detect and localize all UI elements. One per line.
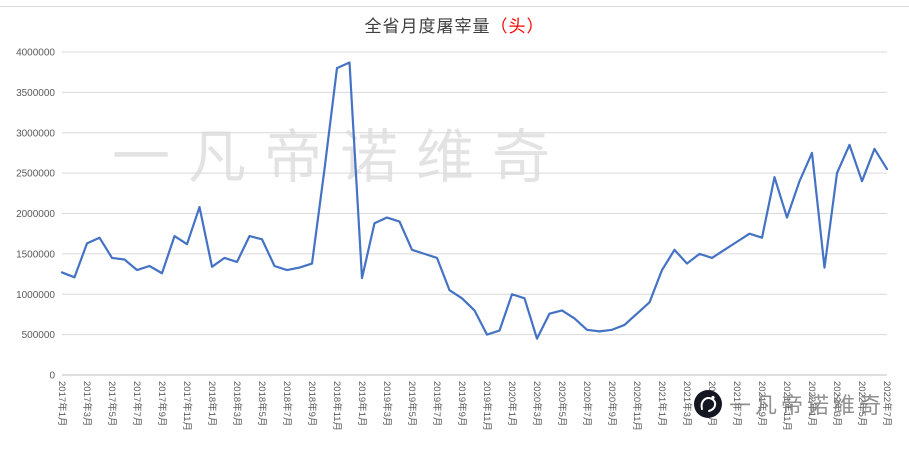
y-tick-label: 500000 xyxy=(22,330,56,341)
y-tick-label: 4000000 xyxy=(16,48,55,59)
y-tick-label: 2000000 xyxy=(16,209,55,220)
x-tick-label: 2018年11月 xyxy=(331,381,343,431)
chart-title: 全省月度屠宰量（头） xyxy=(0,12,909,37)
y-tick-label: 2500000 xyxy=(16,169,55,180)
x-tick-label: 2018年5月 xyxy=(256,381,268,426)
x-tick-label: 2021年1月 xyxy=(656,381,668,426)
x-tick-label: 2021年9月 xyxy=(756,381,768,426)
x-tick-label: 2018年9月 xyxy=(306,381,318,426)
y-tick-label: 3000000 xyxy=(16,128,55,139)
x-tick-label: 2017年11月 xyxy=(181,381,193,431)
x-tick-label: 2019年11月 xyxy=(481,381,493,431)
x-tick-label: 2021年5月 xyxy=(706,381,718,426)
y-tick-label: 3500000 xyxy=(16,88,55,99)
x-tick-label: 2019年5月 xyxy=(406,381,418,426)
x-tick-label: 2017年9月 xyxy=(156,381,168,426)
x-tick-label: 2020年1月 xyxy=(506,381,518,426)
y-axis-labels: 0 500000 1000000 1500000 2000000 2500000 30000… xyxy=(16,48,55,382)
y-tick-label: 1000000 xyxy=(16,290,55,301)
x-tick-label: 2022年3月 xyxy=(831,381,843,426)
slaughter-volume-line xyxy=(60,61,889,340)
x-tick-label: 2017年3月 xyxy=(81,381,93,426)
chart-title-main: 全省月度屠宰量 xyxy=(364,17,491,36)
x-tick-label: 2017年1月 xyxy=(56,381,68,426)
y-gridlines xyxy=(62,51,887,336)
page-top-divider xyxy=(0,6,909,7)
x-tick-label: 2022年1月 xyxy=(806,381,818,426)
x-tick-label: 2019年7月 xyxy=(431,381,443,426)
y-tick-label: 0 xyxy=(49,371,55,382)
chart-title-unit: （头） xyxy=(490,17,545,36)
x-tick-label: 2019年3月 xyxy=(381,381,393,426)
x-tick-label: 2020年5月 xyxy=(556,381,568,426)
x-tick-label: 2018年3月 xyxy=(231,381,243,426)
x-tick-label: 2022年7月 xyxy=(881,381,893,426)
x-tick-label: 2022年5月 xyxy=(856,381,868,426)
x-tick-label: 2020年3月 xyxy=(531,381,543,426)
x-axis-labels: 2017年1月 2017年3月 2017年5月 2017年7月 2017年9月 2017年… xyxy=(56,381,893,431)
x-tick-label: 2019年9月 xyxy=(456,381,468,426)
y-tick-label: 1500000 xyxy=(16,249,55,260)
x-tick-label: 2020年11月 xyxy=(631,381,643,431)
x-tick-label: 2018年1月 xyxy=(206,381,218,426)
x-tick-label: 2018年7月 xyxy=(281,381,293,426)
x-tick-label: 2021年3月 xyxy=(681,381,693,426)
x-tick-label: 2019年1月 xyxy=(356,381,368,426)
x-tick-label: 2020年7月 xyxy=(581,381,593,426)
x-tick-label: 2017年7月 xyxy=(131,381,143,426)
x-tick-label: 2020年9月 xyxy=(606,381,618,426)
x-tick-label: 2021年7月 xyxy=(731,381,743,426)
x-tick-label: 2017年5月 xyxy=(106,381,118,426)
x-tick-label: 2021年11月 xyxy=(781,381,793,431)
